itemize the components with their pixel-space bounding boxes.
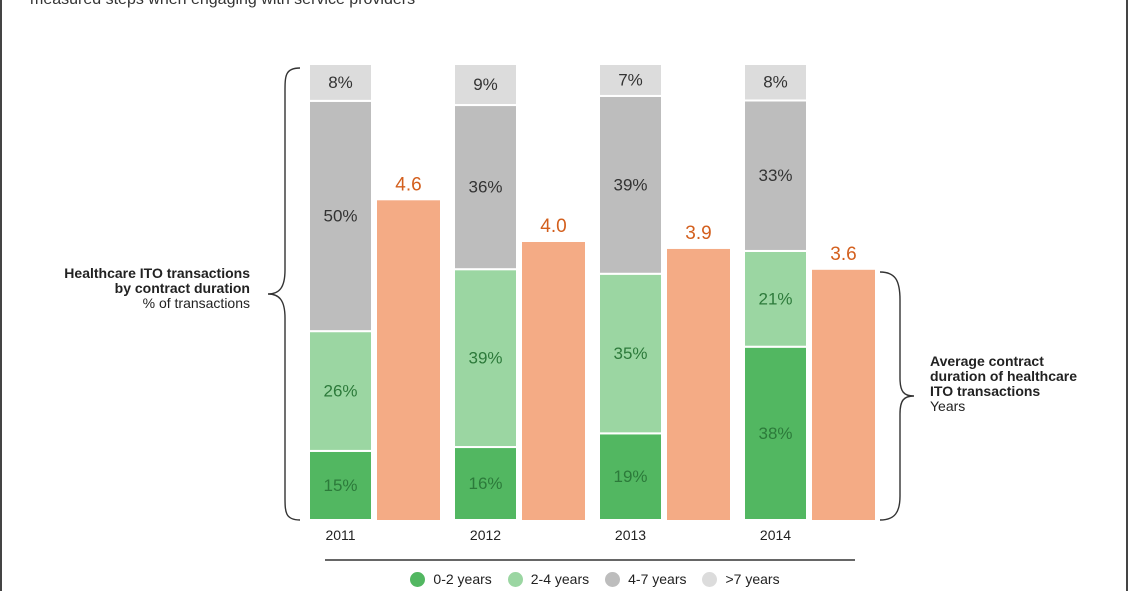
bar-label-2014-7plus: 8% — [763, 73, 788, 92]
x-tick-2013: 2013 — [615, 527, 646, 543]
bar-2013-7plus — [598, 63, 663, 97]
bar-label-2011-7plus: 8% — [328, 73, 353, 92]
bar-label-2014-0-2: 38% — [758, 424, 792, 443]
bar-2011-7plus — [308, 63, 373, 102]
avg-bar-2012 — [522, 242, 585, 520]
bar-label-2011-2-4: 26% — [323, 382, 357, 401]
avg-label-2011: 4.6 — [395, 174, 421, 195]
right-brace — [879, 271, 915, 521]
right-label-line2: duration of healthcare — [930, 368, 1078, 384]
x-tick-2014: 2014 — [760, 527, 791, 543]
bar-2013-0-2 — [598, 432, 663, 521]
avg-bar-2013 — [667, 248, 730, 520]
chart-subtitle: measured steps when engaging with servic… — [30, 0, 415, 9]
right-label-line3: ITO transactions — [930, 383, 1041, 399]
avg-bar-2011 — [377, 200, 440, 521]
right-label-line1: Average contract — [930, 353, 1044, 369]
avg-label-2013: 3.9 — [685, 223, 711, 244]
bar-label-2011-4-7: 50% — [323, 206, 357, 225]
legend-label-7plus: >7 years — [725, 571, 780, 587]
legend-item-7plus: >7 years — [702, 571, 780, 587]
left-label-line2: by contract duration — [114, 280, 250, 296]
right-label-unit: Years — [930, 398, 966, 414]
x-tick-2011: 2011 — [325, 527, 355, 543]
legend-dot-4-7 — [605, 571, 621, 587]
bar-label-2013-7plus: 7% — [618, 70, 643, 89]
left-axis-label: Healthcare ITO transactions by contract … — [64, 266, 250, 311]
bar-2014-2-4 — [743, 249, 808, 348]
bar-2013-4-7 — [598, 94, 663, 275]
bar-label-2012-2-4: 39% — [468, 349, 502, 368]
bar-label-2013-2-4: 35% — [613, 344, 647, 363]
bar-label-2013-0-2: 19% — [613, 467, 647, 486]
legend-label-0-2: 0-2 years — [433, 571, 492, 587]
bar-2014-7plus — [743, 63, 808, 102]
x-tick-2012: 2012 — [470, 527, 501, 543]
avg-bar-2014 — [812, 269, 875, 520]
legend-dot-0-2 — [410, 571, 426, 587]
legend: 0-2 years 2-4 years 4-7 years >7 years — [0, 569, 1130, 589]
avg-label-2012: 4.0 — [540, 216, 566, 237]
legend-item-4-7: 4-7 years — [605, 571, 686, 587]
avg-label-2014: 3.6 — [830, 244, 856, 265]
bar-2011-4-7 — [308, 99, 373, 333]
legend-item-2-4: 2-4 years — [507, 571, 590, 587]
legend-dot-2-4 — [507, 571, 523, 587]
bar-2012-0-2 — [453, 446, 518, 522]
bar-label-2012-7plus: 9% — [473, 75, 498, 94]
legend-dot-7plus — [702, 571, 718, 587]
bar-label-2012-4-7: 36% — [468, 178, 502, 197]
bar-label-2011-0-2: 15% — [323, 476, 357, 495]
bar-label-2012-0-2: 16% — [468, 474, 502, 493]
bar-2012-7plus — [453, 63, 518, 107]
bar-2011-0-2 — [308, 449, 373, 521]
legend-label-4-7: 4-7 years — [628, 571, 687, 587]
legend-label-2-4: 2-4 years — [530, 571, 590, 587]
bar-label-2013-4-7: 39% — [613, 175, 647, 194]
left-label-unit: % of transactions — [142, 295, 250, 311]
bar-label-2014-2-4: 21% — [758, 289, 792, 308]
left-label-line1: Healthcare ITO transactions — [64, 265, 250, 281]
left-brace — [267, 67, 301, 521]
legend-item-0-2: 0-2 years — [410, 571, 492, 587]
bar-2012-4-7 — [453, 104, 518, 271]
bar-2014-0-2 — [743, 345, 808, 521]
right-axis-label: Average contract duration of healthcare … — [930, 354, 1077, 414]
bar-label-2014-4-7: 33% — [758, 166, 792, 185]
bar-2012-2-4 — [453, 268, 518, 449]
